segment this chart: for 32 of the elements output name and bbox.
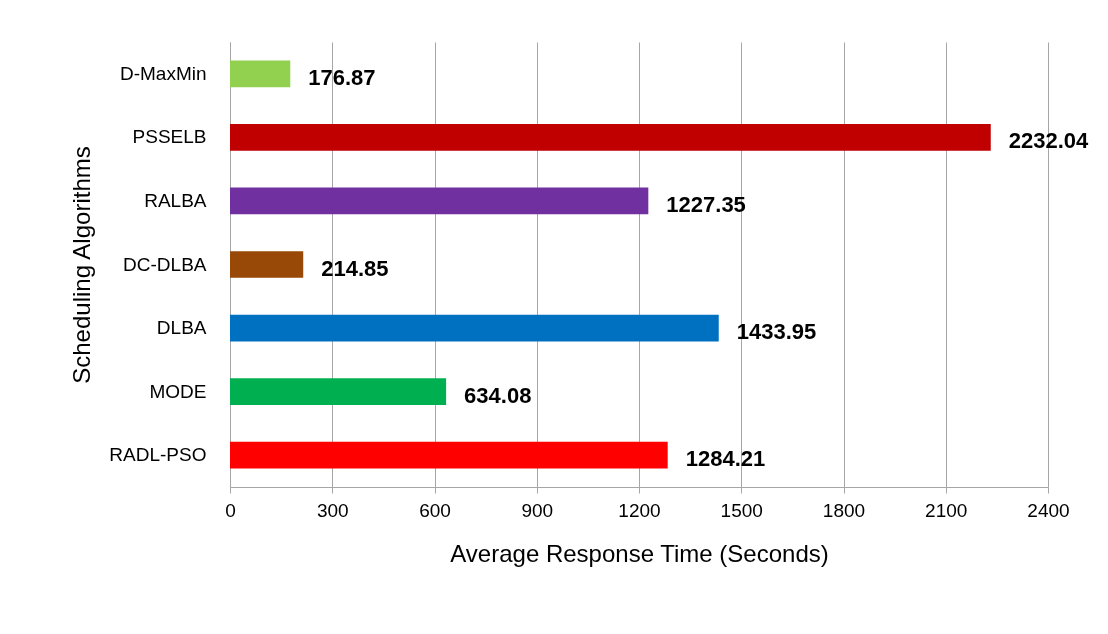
x-tick-label: 900 — [521, 499, 554, 521]
x-tick-label: 300 — [316, 499, 349, 521]
x-tick-label: 2400 — [1027, 499, 1070, 521]
y-tick-label: DLBA — [156, 317, 207, 339]
bar — [230, 251, 304, 278]
data-label: 1433.95 — [736, 319, 817, 345]
y-axis-title: Scheduling Algorithms — [68, 146, 96, 384]
y-tick-label: RADL-PSO — [109, 444, 207, 466]
x-tick-label: 1200 — [618, 499, 661, 521]
bar — [230, 378, 447, 405]
y-tick-label: PSSELB — [132, 126, 207, 148]
bar — [230, 441, 668, 469]
x-tick-label: 1800 — [822, 499, 866, 521]
x-tick-label: 600 — [419, 499, 451, 521]
y-tick-label: MODE — [149, 380, 207, 402]
x-tick-label: 2100 — [925, 499, 968, 521]
bar — [230, 124, 991, 151]
bar — [230, 314, 719, 342]
y-tick-label: DC-DLBA — [123, 253, 207, 275]
data-label: 1227.35 — [666, 191, 746, 217]
data-label: 214.85 — [321, 255, 389, 281]
bar — [230, 60, 291, 88]
data-label: 2232.04 — [1008, 128, 1090, 154]
data-label: 634.08 — [464, 382, 532, 408]
bar — [230, 187, 649, 215]
x-tick-label: 0 — [225, 499, 236, 521]
y-tick-label: D-MaxMin — [119, 62, 207, 84]
x-axis-title: Average Response Time (Seconds) — [450, 539, 829, 567]
y-tick-label: RALBA — [144, 189, 207, 211]
data-label: 176.87 — [308, 64, 376, 90]
x-tick-label: 1500 — [720, 499, 763, 521]
data-label: 1284.21 — [685, 446, 766, 472]
